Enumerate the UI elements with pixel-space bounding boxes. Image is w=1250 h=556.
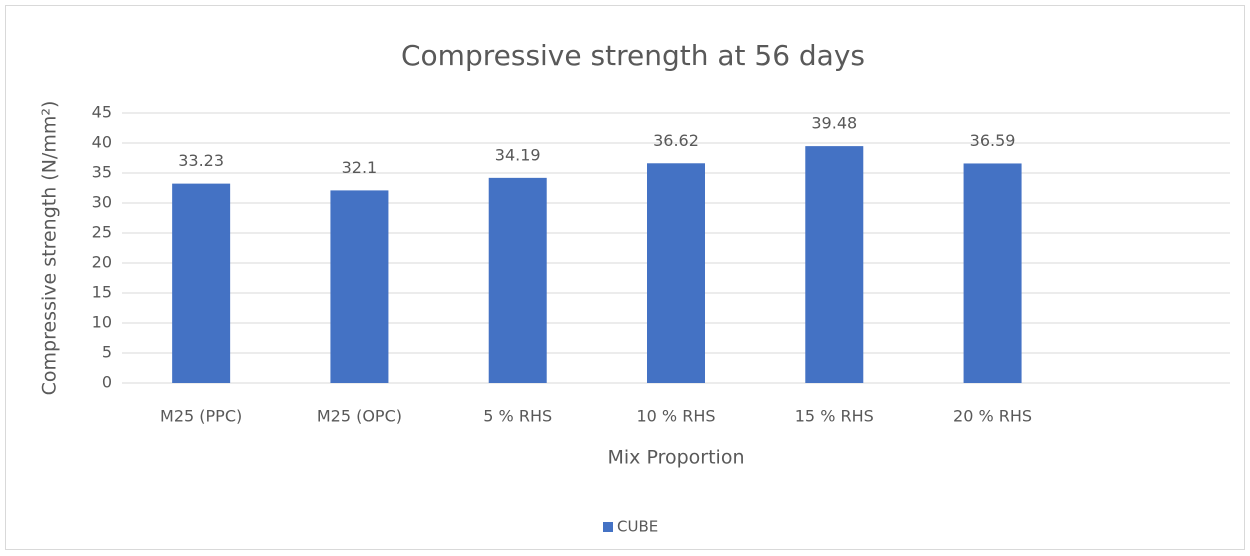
x-tick-label: M25 (PPC) <box>160 407 242 426</box>
bar <box>963 163 1022 383</box>
bar <box>805 146 864 383</box>
legend-label: CUBE <box>617 518 658 536</box>
y-tick-label: 10 <box>92 313 112 332</box>
x-axis-title: Mix Proportion <box>608 447 745 469</box>
y-tick-label: 0 <box>102 373 112 392</box>
y-tick-label: 25 <box>92 223 112 242</box>
y-axis-title: Compressive strength (N/mm²) <box>39 101 61 396</box>
bar <box>488 177 547 383</box>
data-label: 36.59 <box>970 131 1016 150</box>
bar <box>330 190 389 383</box>
bar <box>647 163 705 383</box>
x-tick-label: 20 % RHS <box>953 407 1032 426</box>
data-label: 36.62 <box>653 131 699 150</box>
legend-swatch <box>603 522 613 532</box>
x-tick-label: 10 % RHS <box>636 407 715 426</box>
chart-title: Compressive strength at 56 days <box>401 39 865 72</box>
data-label: 39.48 <box>811 114 857 133</box>
y-tick-label: 15 <box>92 283 112 302</box>
y-tick-label: 45 <box>92 103 112 122</box>
y-tick-label: 40 <box>92 133 112 152</box>
y-tick-label: 20 <box>92 253 112 272</box>
data-label: 34.19 <box>495 145 541 164</box>
x-tick-label: 15 % RHS <box>795 407 874 426</box>
y-tick-label: 30 <box>92 193 112 212</box>
x-tick-label: 5 % RHS <box>483 407 552 426</box>
data-label: 32.1 <box>342 158 378 177</box>
x-tick-label: M25 (OPC) <box>317 407 402 426</box>
y-tick-label: 5 <box>102 343 112 362</box>
bar <box>172 183 231 383</box>
y-tick-label: 35 <box>92 163 112 182</box>
data-label: 33.23 <box>178 151 224 170</box>
